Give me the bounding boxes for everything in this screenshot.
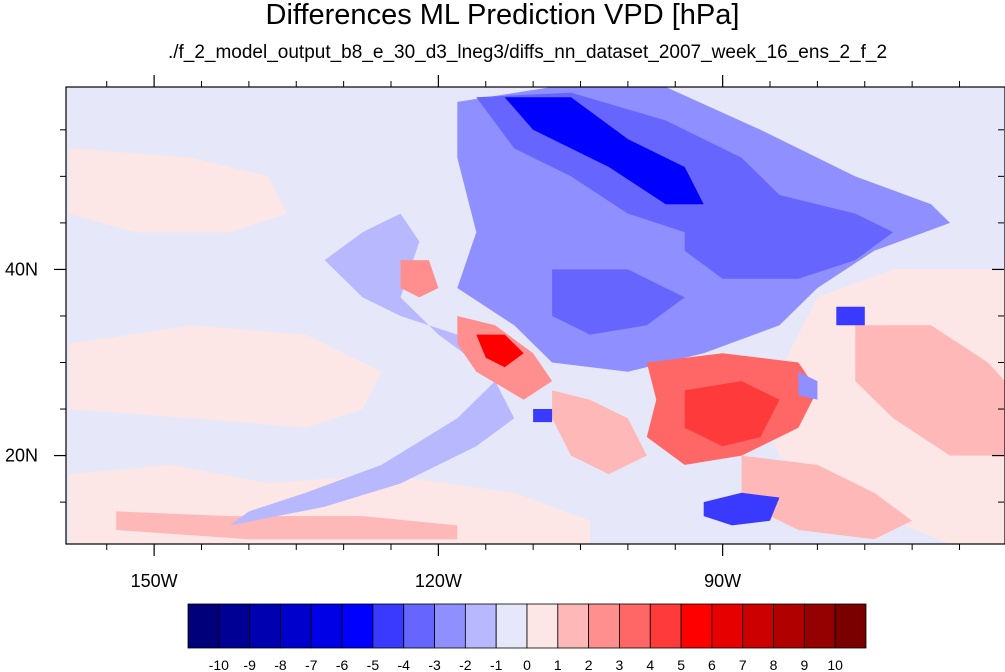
colorbar-swatch-2 [249,603,281,649]
colorbar-swatch-20 [803,603,836,649]
colorbar: -10 -9 -8 -7 -6 -5 -4 -3 -2 -1 0 1 2 3 4 5 6 7 8 9 10 [187,603,867,672]
region-19 [400,260,439,298]
y-tick-label-0: 20N [5,446,38,466]
colorbar-label-18: 8 [770,657,778,672]
y-tick-label-1: 40N [5,259,38,279]
colorbar-label-12: 2 [585,657,593,672]
colorbar-swatch-9 [464,603,497,649]
region-23 [836,306,865,326]
region-24 [533,409,553,423]
colorbar-swatch-13 [588,603,620,649]
colorbar-label-10: 0 [523,657,531,672]
region-14 [504,97,704,205]
colorbar-label-1: -9 [243,657,256,672]
colorbar-swatch-15 [649,603,682,649]
region-13 [552,269,685,335]
region-12 [684,185,894,279]
colorbar-label-0: -10 [209,657,229,672]
colorbar-label-14: 4 [646,657,654,672]
colorbar-label-2: -8 [274,657,287,672]
colorbar-label-4: -6 [336,657,349,672]
chart-subtitle: ./f_2_model_output_b8_e_30_d3_lneg3/diff… [167,42,888,63]
colorbar-label-6: -4 [398,657,411,672]
colorbar-label-16: 6 [708,657,716,672]
colorbar-swatch-7 [403,603,435,649]
colorbar-swatch-17 [711,603,744,649]
colorbar-label-19: 9 [800,657,808,672]
colorbar-label-13: 3 [616,657,624,672]
x-tick-label-0: 150W [131,571,178,591]
colorbar-swatch-10 [495,603,528,649]
colorbar-swatch-11 [526,603,559,649]
colorbar-label-20: 10 [827,657,843,672]
colorbar-label-17: 7 [739,657,747,672]
region-7 [741,455,913,540]
colorbar-swatch-1 [218,603,251,649]
colorbar-swatch-8 [434,603,466,649]
chart-title: Differences ML Prediction VPD [hPa] [265,0,740,31]
plot-area [66,87,1005,544]
colorbar-label-8: -2 [459,657,472,672]
region-22 [798,371,818,400]
region-8 [229,381,515,526]
colorbar-label-3: -7 [305,657,318,672]
axis-ticks: 150W 120W 90W 20N 40N [5,75,1004,591]
x-tick-label-1: 120W [415,571,462,591]
colorbar-swatch-21 [834,603,867,649]
colorbar-swatch-19 [773,603,805,649]
colorbar-swatch-5 [341,603,374,649]
colorbar-swatch-18 [742,603,774,649]
region-21 [703,492,780,526]
colorbar-swatch-6 [372,603,405,649]
region-6 [855,325,1005,456]
colorbar-label-5: -5 [367,657,380,672]
colorbar-swatch-3 [280,603,312,649]
x-tick-label-2: 90W [704,571,741,591]
colorbar-label-9: -1 [490,657,503,672]
colorbar-label-7: -3 [428,657,441,672]
region-4 [116,511,458,540]
region-2 [68,325,382,428]
colorbar-swatch-14 [619,603,651,649]
colorbar-label-11: 1 [554,657,562,672]
colorbar-label-15: 5 [677,657,685,672]
region-18 [476,334,524,368]
region-9 [324,213,477,363]
region-20 [552,390,647,475]
colorbar-swatch-12 [557,603,590,649]
region-1 [68,148,287,233]
colorbar-swatch-4 [310,603,343,649]
colorbar-swatch-0 [187,603,220,649]
region-16 [684,381,780,447]
colorbar-swatch-16 [680,603,713,649]
